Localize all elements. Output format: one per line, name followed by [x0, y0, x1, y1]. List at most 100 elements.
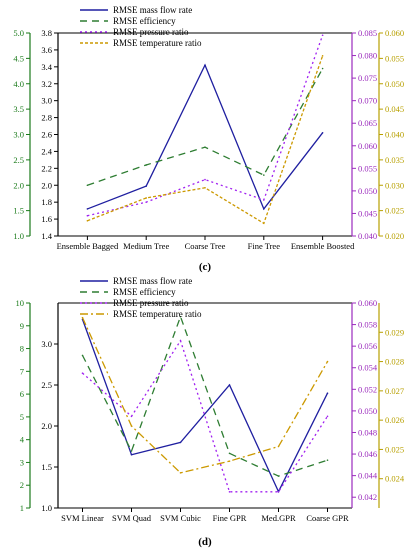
y-axis-B: 1.4 1.6 1.8 2.0 2.2 2.4 2.6 2.8 3.0 3.2 3.4 3.6 3.8 — [41, 28, 59, 241]
y-tick-label-B: 3.0 — [41, 339, 52, 349]
data-point — [326, 392, 329, 395]
data-point — [228, 491, 231, 493]
data-point — [277, 445, 280, 448]
y-tick-label-C: 0.056 — [358, 341, 377, 351]
y-tick-label-C: 0.080 — [358, 51, 377, 61]
y-tick-label-D: 0.025 — [385, 206, 404, 216]
data-point — [321, 132, 324, 134]
data-point — [204, 146, 206, 148]
data-point — [145, 197, 147, 199]
data-point — [81, 372, 84, 374]
y-axis-B: 1.0 1.5 2.0 2.5 3.0 — [41, 303, 59, 513]
y-tick-label-C: 0.040 — [358, 231, 377, 241]
series-line-rmse-pressure-ratio — [87, 35, 324, 217]
x-tick-label: Med.GPR — [261, 513, 296, 523]
legend-label: RMSE pressure ratio — [113, 27, 189, 37]
y-tick-label-D: 0.055 — [385, 53, 404, 63]
legend-label: RMSE pressure ratio — [113, 298, 189, 308]
y-tick-label-A: 8 — [20, 344, 24, 354]
data-point — [204, 64, 206, 66]
y-tick-label-D: 0.040 — [385, 130, 404, 140]
y-tick-label-C: 0.050 — [358, 186, 377, 196]
series-line-rmse-efficiency — [81, 314, 328, 477]
y-tick-label-C: 0.050 — [358, 406, 377, 416]
data-point — [326, 415, 329, 418]
data-point — [263, 208, 265, 210]
y-tick-label-D: 0.026 — [385, 415, 404, 425]
x-tick-label: SVM Cubic — [160, 513, 201, 523]
y-tick-label-C: 0.045 — [358, 208, 377, 218]
y-tick-label-A: 5.0 — [13, 28, 24, 38]
data-point — [179, 315, 182, 318]
y-tick-label-D: 0.027 — [385, 386, 404, 396]
y-tick-label-A: 1.0 — [13, 231, 24, 241]
y-tick-label-A: 1 — [20, 503, 24, 513]
y-axis-A: 1 2 3 4 5 6 7 8 9 10 — [16, 298, 31, 513]
y-tick-label-B: 1.8 — [41, 197, 52, 207]
chart-d: 123456789101.01.52.02.53.00.0420.0440.04… — [16, 276, 405, 523]
y-tick-label-A: 10 — [16, 298, 25, 308]
data-point — [130, 415, 133, 418]
data-point — [277, 491, 280, 493]
data-point — [326, 360, 329, 363]
y-tick-label-B: 2.4 — [41, 146, 52, 156]
legend-label: RMSE efficiency — [113, 16, 176, 26]
x-tick-label: SVM Linear — [61, 513, 104, 523]
y-tick-label-B: 2.5 — [41, 380, 52, 390]
y-tick-label-C: 0.054 — [358, 363, 378, 373]
x-tick-label: Coarse GPR — [306, 513, 349, 523]
y-tick-label-A: 4.5 — [13, 53, 24, 63]
y-tick-label-A: 9 — [20, 321, 24, 331]
y-tick-label-B: 1.4 — [41, 231, 52, 241]
y-tick-label-A: 3 — [20, 457, 24, 467]
data-point — [263, 199, 265, 201]
y-tick-label-D: 0.045 — [385, 104, 404, 114]
y-tick-label-A: 3.0 — [13, 130, 24, 140]
chart-c: 1.0 1.5 2.0 2.5 3.0 3.5 4.0 4.5 5.0 1.4 1.6 1.8 2.0 2… — [13, 5, 404, 251]
x-tick-label: Medium Tree — [123, 241, 169, 251]
y-tick-label-B: 2.6 — [41, 130, 52, 140]
y-tick-label-C: 0.055 — [358, 163, 377, 173]
y-tick-label-B: 2.0 — [41, 421, 52, 431]
y-tick-label-A: 3.5 — [13, 104, 24, 114]
data-point — [130, 425, 133, 427]
data-point — [86, 219, 89, 222]
data-point — [263, 222, 265, 225]
data-point — [179, 339, 182, 342]
y-tick-label-B: 1.0 — [41, 503, 52, 513]
y-tick-label-D: 0.025 — [385, 444, 404, 454]
y-tick-label-A: 7 — [20, 366, 24, 376]
y-tick-label-B: 1.6 — [41, 214, 52, 224]
y-tick-label-B: 3.0 — [41, 96, 52, 106]
data-point — [263, 174, 265, 176]
y-tick-label-A: 2.5 — [13, 155, 24, 165]
data-point — [86, 214, 89, 217]
y-axis-A: 1.0 1.5 2.0 2.5 3.0 3.5 4.0 4.5 5.0 — [13, 28, 31, 241]
data-point — [321, 55, 324, 57]
y-tick-label-A: 1.5 — [13, 206, 24, 216]
data-point — [145, 185, 147, 187]
y-tick-label-C: 0.052 — [358, 384, 377, 394]
data-point — [204, 178, 206, 181]
y-tick-label-C: 0.058 — [358, 320, 377, 330]
y-tick-label-C: 0.060 — [358, 141, 377, 151]
legend-label: RMSE mass flow rate — [113, 276, 192, 286]
y-tick-label-C: 0.070 — [358, 96, 377, 106]
data-point — [130, 450, 133, 452]
y-tick-label-D: 0.020 — [385, 231, 404, 241]
y-tick-label-C: 0.046 — [358, 449, 377, 459]
y-tick-label-B: 3.8 — [41, 28, 52, 38]
panel-label-c: (c) — [199, 261, 212, 273]
y-tick-label-C: 0.065 — [358, 118, 377, 128]
data-point — [179, 441, 182, 444]
y-axis-D: 0.020 0.025 0.030 0.035 0.040 0.045 0.050 0.055… — [378, 28, 404, 241]
panel-label-d: (d) — [198, 536, 212, 548]
x-tick-label: Coarse Tree — [185, 241, 226, 251]
y-tick-label-C: 0.042 — [358, 492, 377, 502]
x-tick-label: Fine Tree — [248, 241, 281, 251]
data-point — [81, 316, 84, 319]
y-tick-label-D: 0.024 — [385, 474, 405, 484]
